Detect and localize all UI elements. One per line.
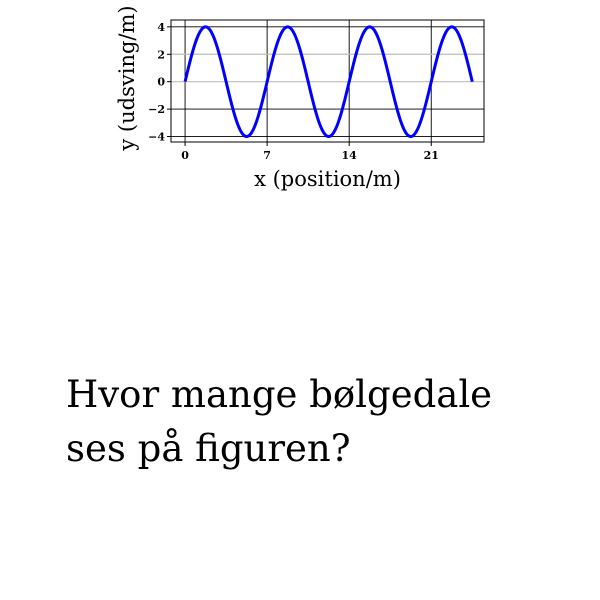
wave-line [183,25,474,139]
question-text: Hvor mange bølgedale ses på figuren? [66,373,493,470]
x-tick-label-2: 14 [342,149,358,162]
x-tick-label-1: 7 [263,149,271,162]
y-axis-label: y (udsving/m) [115,5,139,151]
wave-chart: 0 7 14 21 −4 −2 0 2 4 x (position/m) y (udsving/… [115,5,485,191]
curve-layer [183,25,474,139]
y-tick-label-3: 2 [157,48,165,61]
plot-frame [170,19,485,143]
grid [171,20,484,142]
y-tick-label-1: −2 [148,103,165,116]
ticks: 0 7 14 21 −4 −2 0 2 4 [148,21,439,162]
x-tick-label-0: 0 [181,149,189,162]
x-tick-label-3: 21 [424,149,439,162]
y-tick-label-4: 4 [157,21,165,34]
y-tick-label-2: 0 [157,76,165,89]
y-tick-label-0: −4 [148,131,165,144]
x-axis-label: x (position/m) [254,167,401,191]
